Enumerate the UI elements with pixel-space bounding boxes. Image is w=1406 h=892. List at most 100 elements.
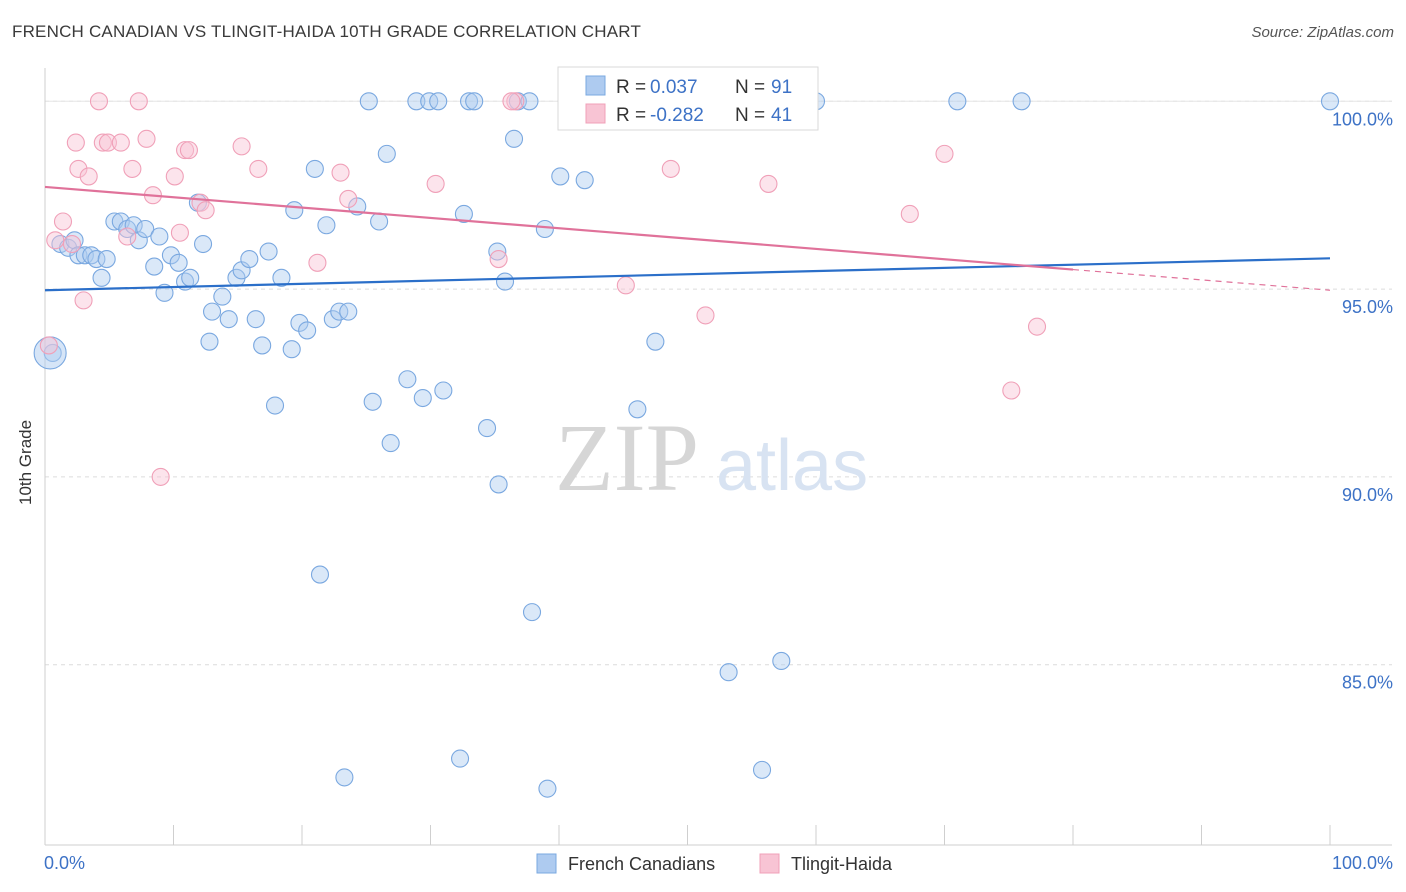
data-point bbox=[935, 144, 954, 163]
chart-title: FRENCH CANADIAN VS TLINGIT-HAIDA 10TH GR… bbox=[12, 22, 642, 41]
data-point bbox=[506, 92, 525, 111]
data-point bbox=[413, 388, 432, 408]
data-point bbox=[87, 249, 106, 269]
data-point bbox=[772, 651, 791, 671]
trend-lines bbox=[44, 185, 1331, 292]
data-point bbox=[661, 159, 680, 178]
x-tick-label-min: 0.0% bbox=[44, 853, 85, 873]
data-point bbox=[66, 133, 85, 152]
data-point bbox=[900, 204, 919, 224]
y-tick-label: 95.0% bbox=[1342, 297, 1393, 317]
data-point bbox=[335, 768, 354, 787]
data-point bbox=[434, 381, 453, 400]
data-point bbox=[1320, 92, 1340, 111]
stats-r-label: R = bbox=[616, 105, 646, 126]
data-point bbox=[331, 163, 350, 182]
data-point bbox=[170, 223, 189, 242]
data-point bbox=[118, 227, 137, 246]
data-point bbox=[219, 310, 238, 329]
data-point bbox=[62, 234, 82, 254]
data-point bbox=[232, 137, 251, 156]
stats-legend: R = 0.037 N = 91 R = -0.282 N = 41 bbox=[557, 66, 819, 131]
data-point bbox=[429, 92, 448, 111]
trend-line-tlingit-haida bbox=[44, 185, 1074, 271]
chart-source: Source: ZipAtlas.com bbox=[1251, 24, 1394, 41]
data-point bbox=[249, 159, 268, 178]
stats-n-value: 91 bbox=[771, 77, 792, 98]
data-point bbox=[285, 201, 304, 220]
data-point bbox=[522, 603, 542, 622]
data-point bbox=[194, 234, 213, 254]
data-point bbox=[53, 212, 73, 231]
data-point bbox=[310, 565, 330, 584]
data-point bbox=[696, 306, 715, 325]
data-point bbox=[253, 336, 272, 355]
data-point bbox=[504, 129, 524, 148]
y-tick-labels: 85.0% 90.0% 95.0% 100.0% bbox=[1332, 109, 1393, 692]
legend-swatch bbox=[759, 853, 780, 874]
data-point bbox=[79, 167, 98, 186]
data-point bbox=[370, 212, 389, 231]
legend-swatch bbox=[536, 853, 557, 874]
data-point bbox=[39, 336, 58, 355]
data-point bbox=[136, 219, 155, 239]
data-point bbox=[165, 167, 184, 186]
watermark-atlas: atlas bbox=[716, 426, 868, 506]
data-point bbox=[181, 268, 200, 287]
data-point bbox=[339, 302, 358, 321]
data-point bbox=[489, 249, 508, 269]
stats-n-label: N = bbox=[735, 77, 765, 98]
data-point bbox=[308, 253, 327, 272]
axes bbox=[44, 68, 1392, 846]
data-point bbox=[92, 268, 111, 287]
data-point bbox=[454, 204, 473, 224]
series-tlingit-haida bbox=[39, 92, 1047, 486]
data-point bbox=[477, 419, 497, 438]
y-tick-label: 85.0% bbox=[1342, 673, 1393, 693]
data-point bbox=[240, 249, 259, 269]
data-point bbox=[179, 141, 198, 160]
data-point bbox=[1012, 92, 1031, 111]
data-point bbox=[616, 276, 635, 295]
data-point bbox=[1027, 317, 1047, 336]
data-point bbox=[69, 246, 88, 265]
gridlines bbox=[45, 100, 1392, 666]
data-point bbox=[111, 133, 130, 152]
data-point bbox=[752, 760, 772, 779]
data-point bbox=[948, 92, 967, 111]
data-point bbox=[161, 246, 180, 265]
y-tick-label: 100.0% bbox=[1332, 109, 1393, 129]
data-point bbox=[97, 249, 116, 269]
data-point bbox=[759, 174, 778, 193]
data-point bbox=[151, 467, 170, 486]
data-point bbox=[137, 129, 156, 148]
stats-r-value: 0.037 bbox=[650, 77, 698, 98]
bottom-legend: French Canadians Tlingit-Haida bbox=[536, 853, 893, 874]
data-point bbox=[150, 227, 169, 246]
data-point bbox=[317, 216, 336, 235]
data-point bbox=[451, 749, 470, 768]
data-point bbox=[129, 92, 148, 111]
stats-n-label: N = bbox=[735, 105, 765, 126]
data-point bbox=[495, 272, 515, 291]
stats-r-label: R = bbox=[616, 77, 646, 98]
data-point bbox=[305, 159, 324, 178]
data-point bbox=[93, 133, 112, 152]
data-point bbox=[339, 189, 358, 209]
data-point bbox=[535, 219, 554, 239]
data-point bbox=[359, 92, 378, 111]
data-point bbox=[272, 268, 291, 287]
data-point bbox=[489, 475, 508, 494]
data-point bbox=[465, 92, 484, 111]
stats-n-value: 41 bbox=[771, 105, 792, 126]
data-point bbox=[129, 231, 148, 250]
x-tick-label-max: 100.0% bbox=[1332, 853, 1393, 873]
stats-swatch bbox=[585, 75, 606, 96]
data-point bbox=[74, 291, 93, 310]
stats-swatch bbox=[585, 103, 606, 124]
data-point bbox=[628, 400, 647, 419]
data-point bbox=[282, 340, 301, 359]
data-point bbox=[200, 332, 219, 351]
data-point bbox=[259, 242, 278, 261]
data-point bbox=[381, 434, 400, 453]
